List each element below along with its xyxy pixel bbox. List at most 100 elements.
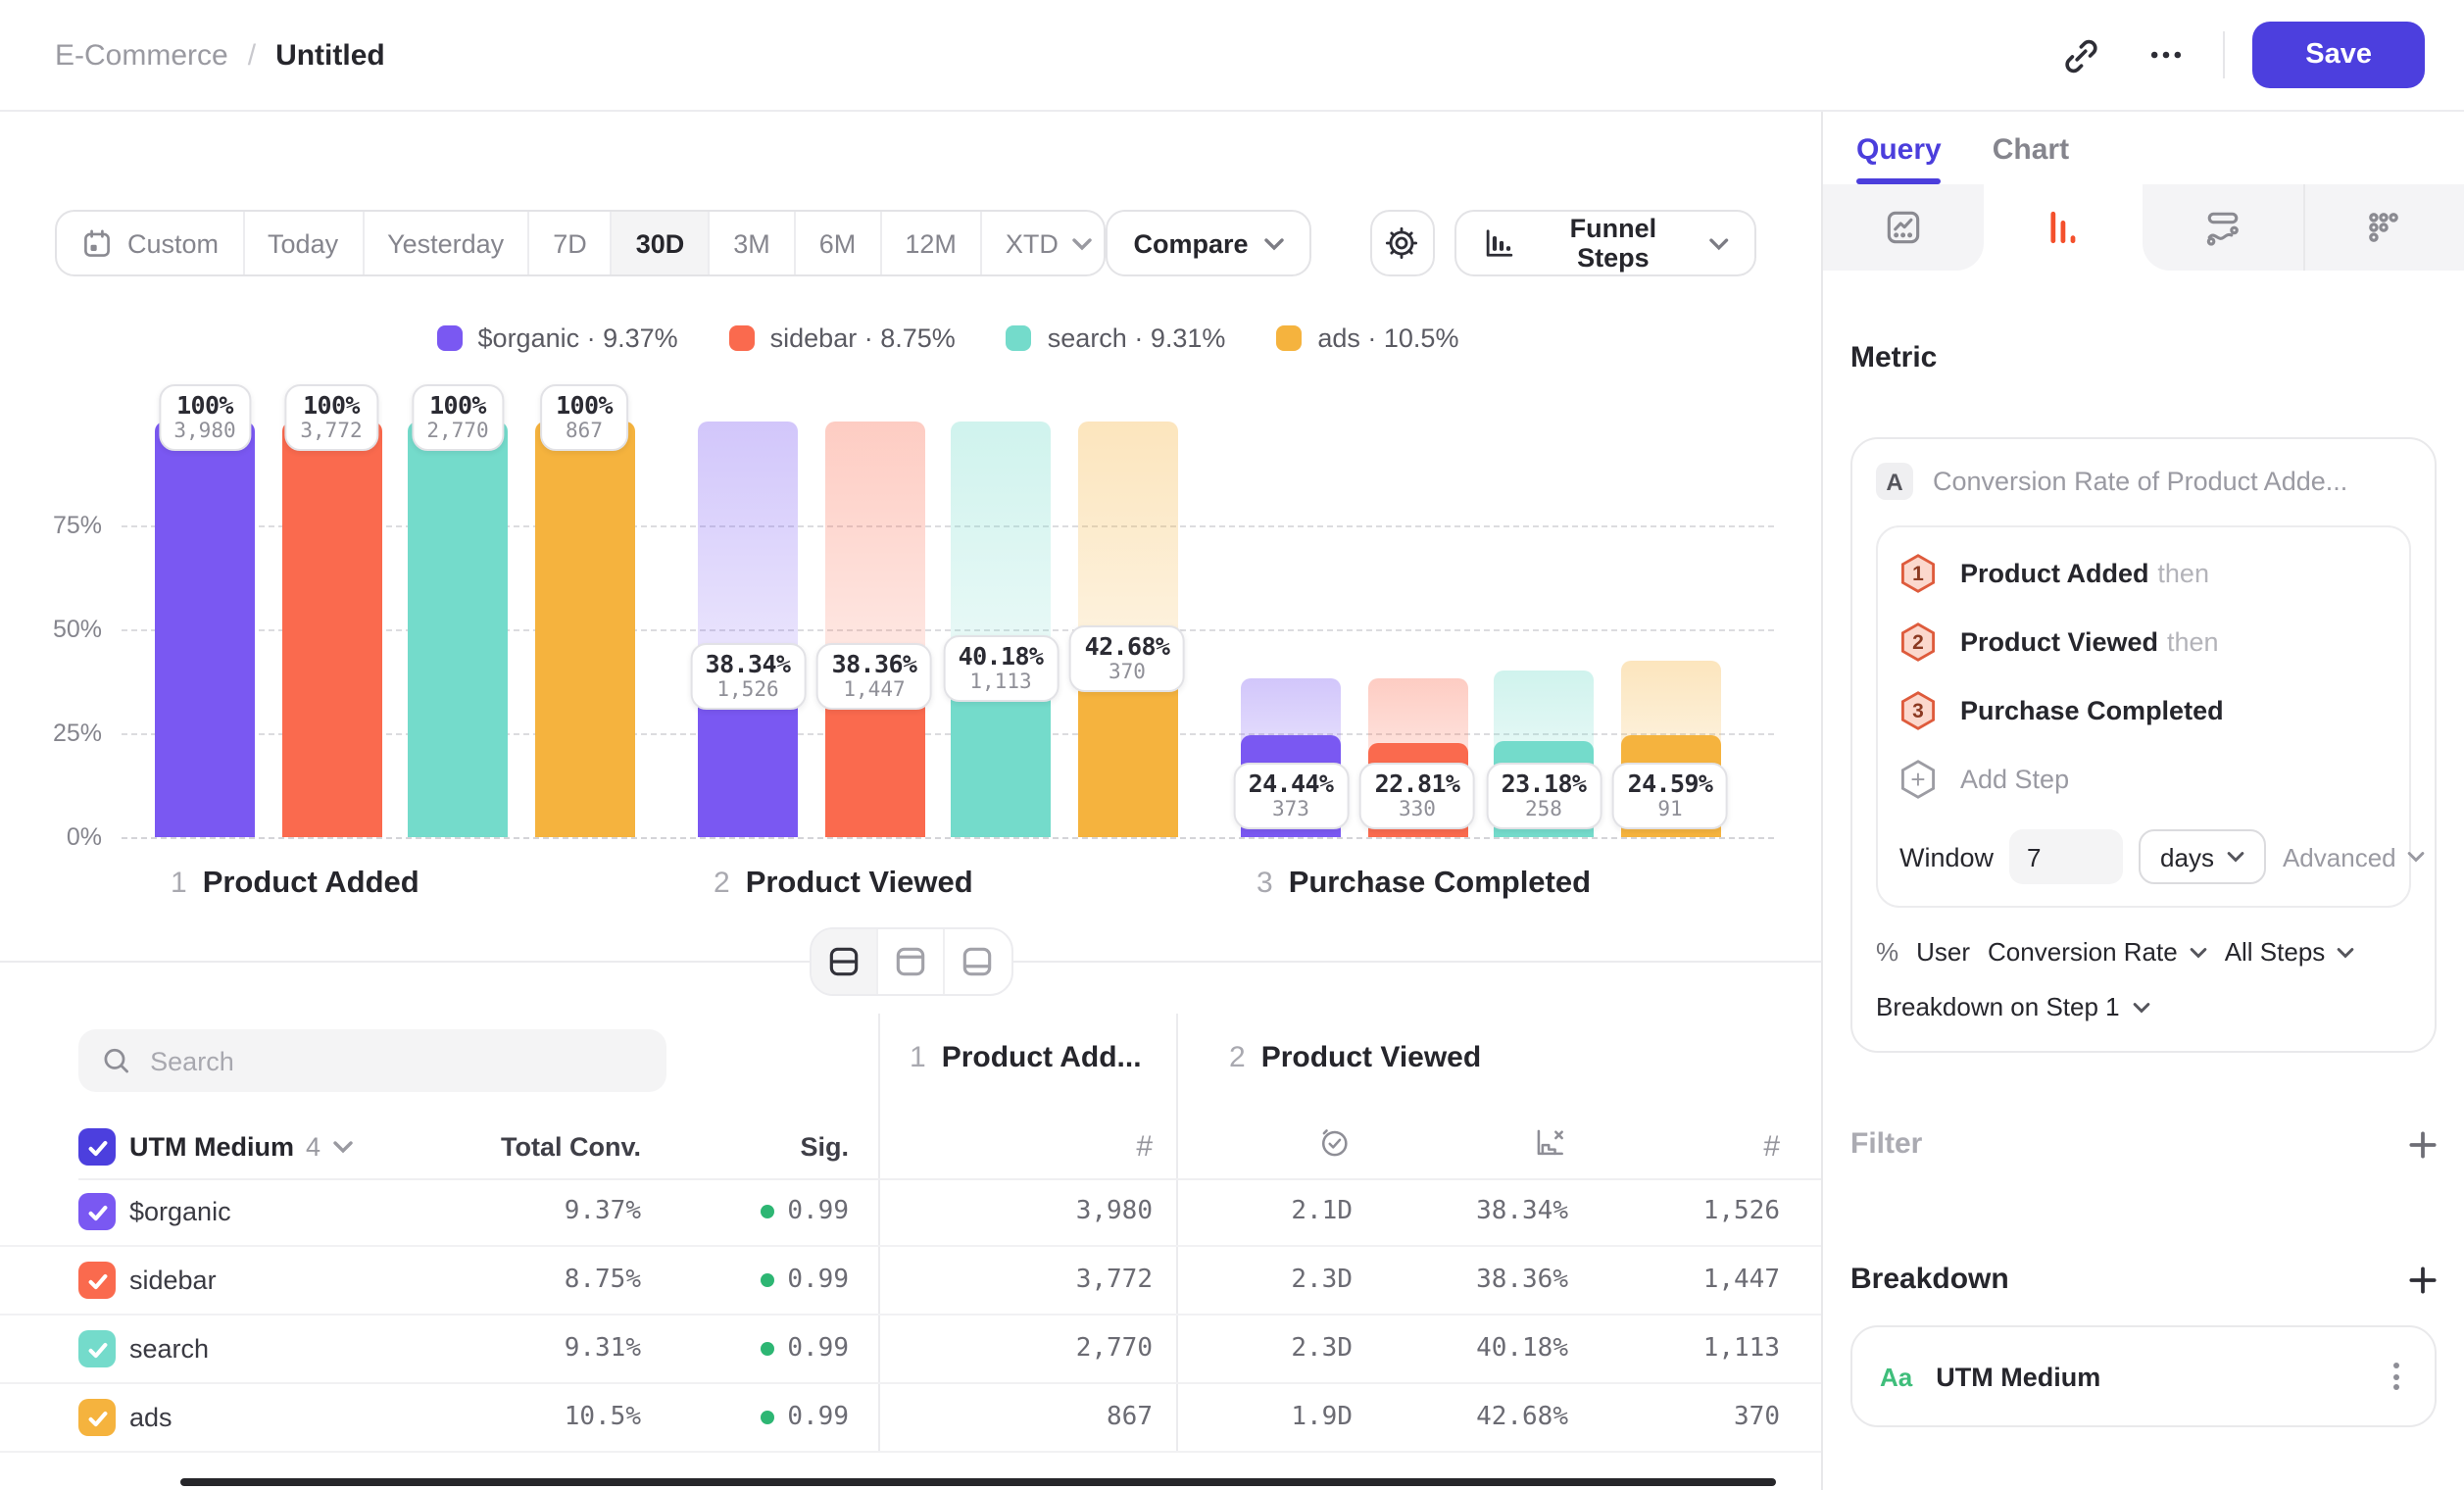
step-hexagon-badge: 2: [1899, 621, 1937, 663]
significance-dot: [760, 1273, 773, 1287]
funnel-bar-ads-step1[interactable]: [534, 422, 634, 837]
funnel-step-label: 3Purchase Completed: [1257, 867, 1591, 902]
add-step-hexagon-icon: +: [1899, 759, 1937, 800]
search-input[interactable]: [150, 1046, 643, 1075]
measure-user-label[interactable]: User: [1916, 937, 1970, 967]
time-column-icon: [1315, 1123, 1353, 1170]
save-button[interactable]: Save: [2252, 22, 2425, 88]
bar-value-label: 38.36%1,447: [816, 642, 933, 709]
row-significance: 0.99: [760, 1197, 849, 1226]
row-significance: 0.99: [760, 1334, 849, 1364]
header-divider: [2223, 31, 2225, 78]
tab-trends[interactable]: [1823, 184, 1983, 271]
tab-funnel[interactable]: [1983, 184, 2143, 271]
row-name: ads: [129, 1403, 172, 1432]
row-step1-count: 3,980: [1076, 1197, 1153, 1226]
y-axis-tick: 75%: [0, 512, 102, 539]
table-step2-header[interactable]: 2 Product Viewed: [1229, 1041, 1481, 1074]
funnel-steps-card: 1Product Added then2Product Viewed then3…: [1876, 525, 2411, 908]
app-window: E-Commerce / Untitled Save: [0, 0, 2464, 1490]
retention-icon: [2201, 206, 2244, 249]
bar-pct: 100%: [556, 390, 613, 420]
bar-value-label: 100%3,980: [158, 384, 251, 451]
tab-query[interactable]: Query: [1856, 133, 1942, 184]
bar-count: 3,980: [173, 420, 235, 443]
query-step-1[interactable]: 1Product Added then: [1899, 539, 2388, 608]
funnel-bar-$organic-step1[interactable]: [155, 422, 255, 837]
table-step1-header[interactable]: 1 Product Add...: [910, 1041, 1142, 1074]
layout-split-button[interactable]: [811, 929, 877, 994]
bar-value-label: 38.34%1,526: [690, 642, 807, 709]
funnel-step-label: 1Product Added: [171, 867, 419, 902]
chevron-down-icon: [2228, 851, 2245, 863]
funnel-solid-bar: [155, 422, 255, 837]
chevron-down-icon: [332, 1140, 352, 1154]
funnel-bar-$organic-step2[interactable]: [698, 422, 798, 837]
chevron-down-icon: [2408, 851, 2426, 863]
row-checkbox[interactable]: [78, 1193, 116, 1230]
step-name: Product Add...: [942, 1041, 1142, 1074]
chevron-down-icon: [2337, 946, 2354, 958]
chart-gridline: [122, 837, 1774, 839]
query-panel: Query Chart: [1821, 112, 2464, 1490]
step-hexagon-badge: 1: [1899, 553, 1937, 594]
funnel-bar-search-step2[interactable]: [951, 422, 1051, 837]
measure-scope-dropdown[interactable]: All Steps: [2225, 937, 2355, 967]
row-checkbox[interactable]: [78, 1330, 116, 1367]
sig-value: 0.99: [787, 1334, 849, 1364]
add-breakdown-icon[interactable]: [2409, 1266, 2437, 1293]
step-then-label: then: [2157, 558, 2209, 587]
table-row[interactable]: ads10.5%0.998671.9D42.68%370: [0, 1384, 1821, 1453]
layout-table-only-button[interactable]: [944, 929, 1010, 994]
significance-dot: [760, 1411, 773, 1424]
step-number: 1: [171, 867, 187, 900]
breadcrumb-report-title[interactable]: Untitled: [275, 38, 385, 72]
horizontal-scrollbar[interactable]: [180, 1478, 1776, 1486]
layout-top-icon: [891, 943, 928, 980]
bar-count: 91: [1628, 798, 1713, 821]
sig-value: 0.99: [787, 1403, 849, 1432]
row-checkbox[interactable]: [78, 1399, 116, 1436]
layout-chart-only-button[interactable]: [877, 929, 944, 994]
step-number: 2: [1229, 1041, 1246, 1074]
bar-count: 3,772: [300, 420, 362, 443]
top-header: E-Commerce / Untitled Save: [0, 0, 2464, 112]
share-link-icon[interactable]: [2050, 25, 2109, 84]
funnel-bar-search-step1[interactable]: [408, 422, 508, 837]
query-step-3[interactable]: 3Purchase Completed: [1899, 676, 2388, 745]
bar-value-label: 100%2,770: [411, 384, 504, 451]
add-step-button[interactable]: + Add Step: [1899, 745, 2388, 814]
row-total-conv: 9.37%: [565, 1197, 641, 1226]
advanced-toggle[interactable]: Advanced: [2283, 842, 2426, 871]
breadcrumb-workspace[interactable]: E-Commerce: [55, 38, 228, 72]
window-unit-value: days: [2160, 842, 2214, 871]
funnel-bar-sidebar-step1[interactable]: [281, 422, 381, 837]
breakdown-property-label: UTM Medium: [1936, 1362, 2100, 1391]
table-row[interactable]: $organic9.37%0.993,9802.1D38.34%1,526: [0, 1178, 1821, 1247]
funnel-bar-sidebar-step2[interactable]: [824, 422, 924, 837]
metric-badge: A: [1876, 463, 1913, 500]
metric-card: A Conversion Rate of Product Adde... 1Pr…: [1850, 437, 2437, 1053]
breakdown-property-card[interactable]: Aa UTM Medium: [1850, 1325, 2437, 1427]
breakdown-options-kebab-icon[interactable]: [2386, 1355, 2407, 1398]
measure-type-dropdown[interactable]: Conversion Rate: [1988, 937, 2207, 967]
window-value-input[interactable]: [2009, 829, 2123, 884]
table-row[interactable]: sidebar8.75%0.993,7722.3D38.36%1,447: [0, 1247, 1821, 1316]
search-icon: [102, 1045, 130, 1076]
breakdown-on-step-dropdown[interactable]: Breakdown on Step 1: [1876, 992, 2411, 1021]
metric-card-header[interactable]: A Conversion Rate of Product Adde...: [1876, 463, 2411, 500]
query-step-2[interactable]: 2Product Viewed then: [1899, 608, 2388, 676]
table-row[interactable]: search9.31%0.992,7702.3D40.18%1,113: [0, 1316, 1821, 1384]
total-conv-header: Total Conv.: [501, 1132, 641, 1162]
add-filter-icon[interactable]: [2409, 1130, 2437, 1158]
tab-retention[interactable]: [2143, 184, 2302, 271]
more-options-icon[interactable]: [2137, 25, 2195, 84]
percent-icon: %: [1876, 937, 1898, 967]
group-column-header[interactable]: UTM Medium4: [129, 1132, 352, 1162]
select-all-checkbox[interactable]: [78, 1128, 116, 1166]
tab-chart[interactable]: Chart: [1993, 133, 2069, 184]
bar-pct: 100%: [426, 390, 488, 420]
row-checkbox[interactable]: [78, 1262, 116, 1299]
tab-matrix[interactable]: [2302, 184, 2464, 271]
window-unit-select[interactable]: days: [2139, 829, 2267, 884]
